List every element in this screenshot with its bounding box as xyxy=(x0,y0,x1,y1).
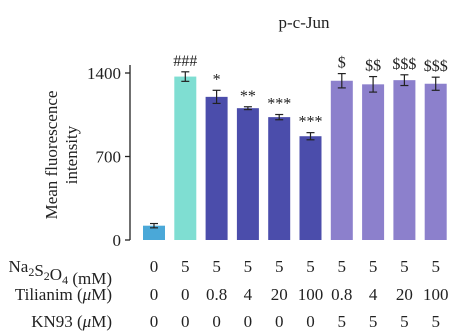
y-axis-label: Mean fluorescence intensity xyxy=(42,91,81,220)
treatment-value: 4 xyxy=(369,285,378,304)
treatment-value: 20 xyxy=(396,285,413,304)
treatment-value: 0.8 xyxy=(331,285,352,304)
treatment-row-label: KN93 (μM) xyxy=(31,312,112,331)
bar xyxy=(236,108,259,240)
treatment-value: 0 xyxy=(306,312,315,331)
treatment-value: 5 xyxy=(244,257,253,276)
y-tick-label: 0 xyxy=(113,231,122,250)
treatment-value: 0 xyxy=(150,285,159,304)
treatment-value: 0 xyxy=(275,312,284,331)
treatment-value: 5 xyxy=(181,257,190,276)
treatment-value: 5 xyxy=(338,257,347,276)
treatment-value: 5 xyxy=(369,257,378,276)
treatment-value: 5 xyxy=(431,257,440,276)
treatment-value: 0 xyxy=(244,312,253,331)
significance-label: $ xyxy=(338,55,346,72)
treatment-value: 5 xyxy=(369,312,378,331)
bar xyxy=(268,117,291,240)
treatment-value: 5 xyxy=(306,257,315,276)
treatment-value: 4 xyxy=(244,285,253,304)
significance-label: *** xyxy=(267,96,291,113)
bar xyxy=(424,83,447,240)
treatment-value: 5 xyxy=(212,257,221,276)
treatment-value: 5 xyxy=(275,257,284,276)
significance-label: $$$ xyxy=(424,58,448,75)
bar xyxy=(205,96,228,240)
significance-label: ### xyxy=(173,53,197,70)
treatment-value: 0.8 xyxy=(206,285,227,304)
treatment-value: 5 xyxy=(400,257,409,276)
bar xyxy=(362,84,385,240)
y-axis-label-line-2: intensity xyxy=(62,125,81,184)
treatment-value: 20 xyxy=(271,285,288,304)
treatment-value: 100 xyxy=(423,285,449,304)
significance-label: * xyxy=(213,71,221,88)
treatment-value: 0 xyxy=(181,285,190,304)
treatment-value: 0 xyxy=(181,312,190,331)
bar xyxy=(143,225,165,240)
treatment-value: 5 xyxy=(431,312,440,331)
chart-title: p-c-Jun xyxy=(279,13,330,32)
significance-label: *** xyxy=(299,114,323,131)
bar xyxy=(330,80,353,240)
significance-label: $$$ xyxy=(392,56,416,73)
significance-label: $$ xyxy=(365,58,381,75)
significance-label: ** xyxy=(240,88,256,105)
y-axis-label-line-1: Mean fluorescence xyxy=(42,91,61,220)
bar xyxy=(393,80,416,241)
treatment-value: 0 xyxy=(150,257,159,276)
treatment-value: 0 xyxy=(150,312,159,331)
bar xyxy=(299,136,322,240)
treatment-row-label: Tilianim (μM) xyxy=(15,285,112,304)
treatment-value: 0 xyxy=(212,312,221,331)
treatment-row-label: Na2S2O4 (mM) xyxy=(9,257,113,288)
treatment-value: 5 xyxy=(338,312,347,331)
bar xyxy=(174,76,197,240)
y-tick-label: 1400 xyxy=(87,64,121,83)
y-tick-label: 700 xyxy=(96,148,122,167)
treatment-value: 5 xyxy=(400,312,409,331)
treatment-table: Na2S2O4 (mM) 0 5 5 5 5 5 5 5 5 5 Tilianim (μM) 0 0 0.8… xyxy=(9,257,449,331)
treatment-value: 100 xyxy=(298,285,324,304)
